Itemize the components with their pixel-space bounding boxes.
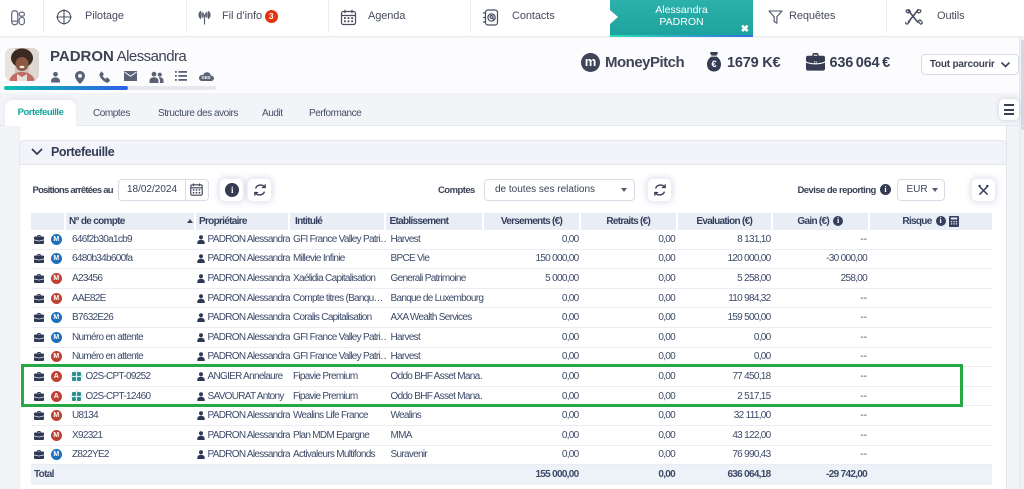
svg-text:€: € bbox=[711, 59, 717, 70]
svg-text:GED: GED bbox=[201, 75, 210, 80]
